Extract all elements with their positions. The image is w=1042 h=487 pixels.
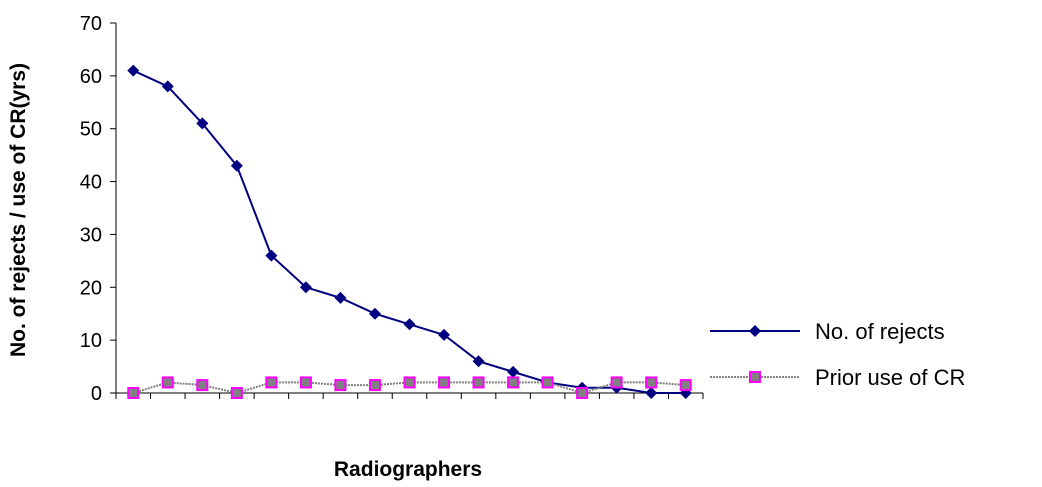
data-point-rejects bbox=[403, 318, 416, 331]
legend-marker-rejects bbox=[749, 325, 761, 337]
data-point-rejects bbox=[334, 291, 347, 304]
data-point-prior-cr bbox=[403, 376, 416, 389]
data-point-rejects bbox=[161, 80, 174, 93]
data-point-prior-cr bbox=[127, 387, 140, 399]
data-point-prior-cr bbox=[679, 379, 692, 392]
x-axis-title: Radiographers bbox=[334, 458, 482, 481]
data-point-rejects bbox=[368, 307, 381, 320]
y-tick-label: 20 bbox=[80, 277, 102, 299]
y-tick-label: 40 bbox=[80, 172, 102, 194]
plot-area: 0 10 20 30 40 50 60 70 bbox=[80, 13, 704, 405]
data-point-prior-cr bbox=[472, 376, 485, 389]
data-point-rejects bbox=[645, 387, 658, 399]
series-line-rejects bbox=[132, 69, 686, 394]
data-point-prior-cr bbox=[576, 387, 589, 399]
y-tick-label: 70 bbox=[80, 13, 102, 35]
y-tick-label: 50 bbox=[80, 119, 102, 141]
legend-label: No. of rejects bbox=[815, 319, 945, 344]
legend-label: Prior use of CR bbox=[815, 365, 965, 390]
data-point-rejects bbox=[438, 328, 451, 341]
data-point-rejects bbox=[196, 117, 209, 130]
data-point-prior-cr bbox=[299, 376, 312, 389]
data-point-rejects bbox=[230, 159, 243, 172]
data-point-prior-cr bbox=[334, 379, 347, 392]
y-tick-label: 60 bbox=[80, 66, 102, 88]
y-tick-label: 30 bbox=[80, 224, 102, 246]
data-point-prior-cr bbox=[230, 387, 243, 399]
data-point-rejects bbox=[127, 64, 140, 77]
y-tick-label: 0 bbox=[91, 383, 102, 405]
data-point-rejects bbox=[507, 365, 520, 378]
legend: No. of rejects Prior use of CR bbox=[710, 319, 965, 390]
y-tick-label: 10 bbox=[80, 330, 102, 352]
data-point-prior-cr bbox=[438, 376, 451, 389]
data-point-rejects bbox=[472, 355, 485, 368]
data-point-prior-cr bbox=[161, 376, 174, 389]
y-axis-title: No. of rejects / use of CR(yrs) bbox=[7, 63, 30, 357]
data-point-rejects bbox=[299, 281, 312, 294]
data-point-prior-cr bbox=[196, 379, 209, 392]
data-point-prior-cr bbox=[368, 379, 381, 392]
data-point-prior-cr bbox=[541, 376, 554, 389]
data-point-prior-cr bbox=[507, 376, 520, 389]
data-point-prior-cr bbox=[610, 376, 623, 389]
data-point-rejects bbox=[265, 249, 278, 262]
data-point-prior-cr bbox=[645, 376, 658, 389]
data-point-prior-cr bbox=[265, 376, 278, 389]
legend-marker-prior-cr bbox=[749, 371, 761, 383]
